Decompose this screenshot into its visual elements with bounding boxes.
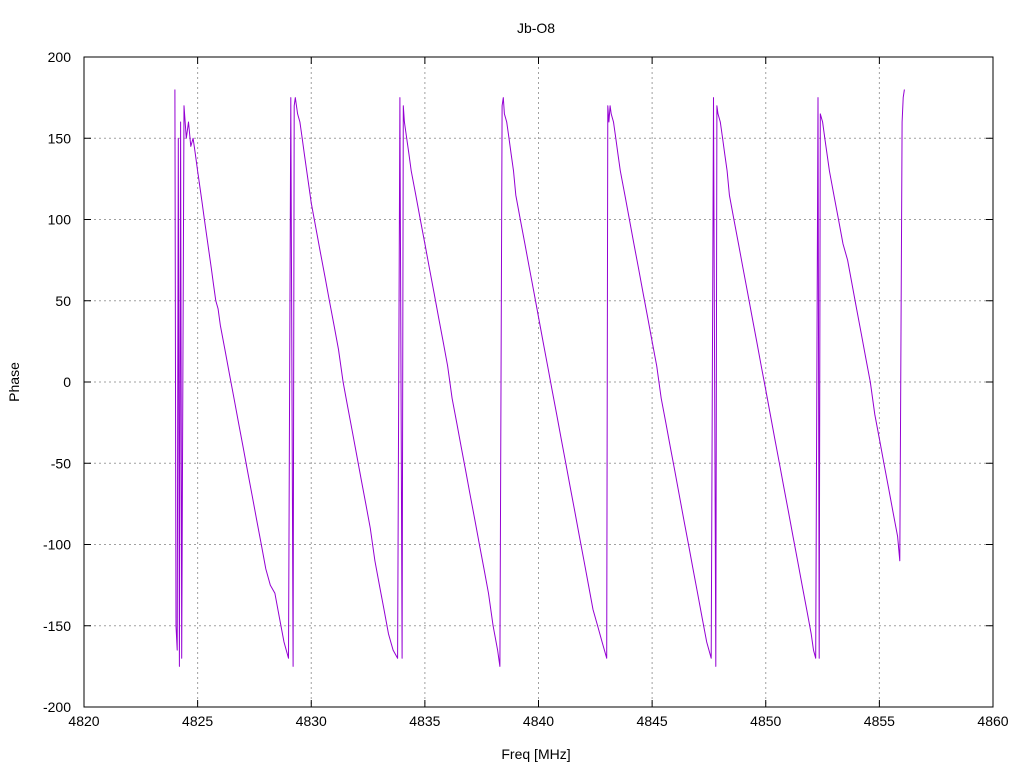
x-tick-label: 4835	[409, 713, 440, 729]
x-tick-label: 4840	[523, 713, 554, 729]
ticks	[83, 56, 994, 708]
x-tick-labels: 4820 4825 4830 4835 4840 4845 4850 4855 4860	[68, 713, 1008, 729]
y-tick-label: -200	[43, 699, 71, 715]
y-tick-label: -50	[51, 455, 71, 471]
x-tick-label: 4855	[864, 713, 895, 729]
y-tick-label: -150	[43, 618, 71, 634]
y-tick-label: 200	[48, 49, 72, 65]
x-tick-label: 4860	[977, 713, 1008, 729]
y-axis-title: Phase	[6, 362, 22, 402]
y-tick-labels: -200 -150 -100 -50 0 50 100 150 200	[43, 49, 71, 715]
phase-series-line	[174, 89, 905, 667]
x-axis-title: Freq [MHz]	[501, 746, 570, 762]
x-tick-label: 4830	[296, 713, 327, 729]
series-layer	[174, 89, 905, 667]
y-tick-label: 100	[48, 212, 72, 228]
x-tick-label: 4825	[182, 713, 213, 729]
y-tick-label: 150	[48, 130, 72, 146]
chart-title: Jb-O8	[517, 20, 555, 36]
y-tick-label: 50	[55, 293, 71, 309]
x-tick-label: 4820	[68, 713, 99, 729]
x-tick-label: 4845	[637, 713, 668, 729]
y-tick-label: 0	[63, 374, 71, 390]
grid	[84, 57, 993, 707]
y-tick-label: -100	[43, 537, 71, 553]
x-tick-label: 4850	[750, 713, 781, 729]
